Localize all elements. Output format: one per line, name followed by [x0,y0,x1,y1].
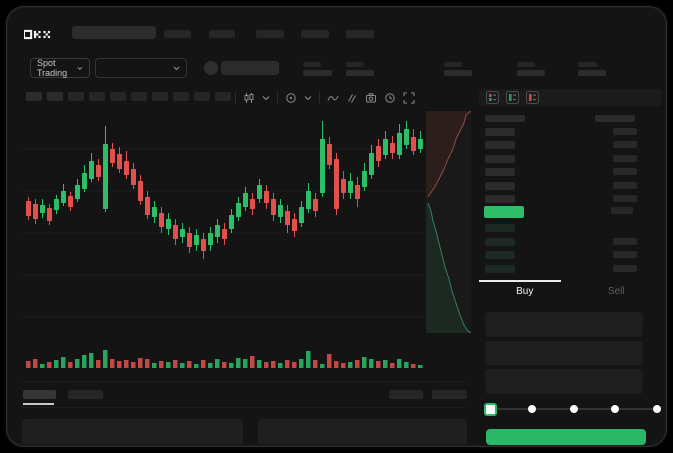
tab-buy[interactable]: Buy [516,286,534,297]
ask-row-amount [613,141,637,148]
camera-icon[interactable] [365,92,377,104]
bottom-tab[interactable] [68,390,103,399]
orderbook-toolbar [479,89,662,106]
chevron-down-icon[interactable] [304,95,312,101]
timeframe-button[interactable] [110,92,126,101]
coin-avatar [204,61,218,75]
timeframe-button[interactable] [173,92,189,101]
ticker-stat-label [303,62,321,67]
slider-stop[interactable] [611,405,619,413]
order-amount-input[interactable] [485,341,643,365]
compare-icon[interactable] [346,92,358,104]
nav-item[interactable] [301,30,329,38]
timeframe-button[interactable] [89,92,105,101]
last-price-amount [611,207,633,214]
ask-row-amount [613,195,637,202]
ask-row-amount [613,168,637,175]
depth-chart [426,111,471,333]
last-price-highlight[interactable] [484,206,524,218]
nav-item[interactable] [209,30,235,38]
divider [21,381,466,382]
market-type-label: Spot Trading [37,58,68,78]
bid-row-amount [613,265,637,272]
bottom-tab-underline [23,403,54,405]
ask-row-price[interactable] [485,155,515,163]
ticker-stat-label [517,62,535,67]
candlestick-chart[interactable] [21,109,426,336]
bid-row-amount [613,251,637,258]
indicator-icon[interactable] [285,92,297,104]
ticker-stat-value [346,70,374,76]
ask-row-price[interactable] [485,195,515,203]
market-type-select[interactable]: Spot Trading [30,58,90,78]
timeframe-button[interactable] [152,92,168,101]
ticker-stat-value [578,70,606,76]
timeframe-button[interactable] [194,92,210,101]
toolbar-divider [319,92,320,103]
search-input[interactable] [72,26,156,39]
bid-row-amount [613,238,637,245]
timeframe-button[interactable] [47,92,63,101]
trendline-icon[interactable] [327,92,339,104]
pair-select[interactable] [95,58,187,78]
ticker-stat-label [578,62,597,67]
nav-item[interactable] [346,30,374,38]
fullscreen-icon[interactable] [403,92,415,104]
ticker-stat-value [517,70,545,76]
ask-row-price[interactable] [485,141,515,149]
candlestick-icon[interactable] [243,92,255,104]
ask-row-price[interactable] [485,168,515,176]
ticker-stat-label [346,62,364,67]
nav-item[interactable] [256,30,284,38]
chevron-down-icon[interactable] [262,95,270,101]
buy-submit-button[interactable] [486,429,646,445]
nav-item[interactable] [164,30,191,38]
toolbar-divider [277,92,278,103]
bid-row-price[interactable] [485,251,515,259]
chevron-down-icon [77,66,83,70]
okx-logo [22,27,51,40]
orderbook-header-price [485,115,525,122]
slider-stop[interactable] [570,405,578,413]
slider-stop[interactable] [484,403,497,416]
bid-row-price[interactable] [485,265,515,273]
order-price-input[interactable] [485,312,643,337]
volume-chart [26,350,423,368]
book-combined-icon[interactable] [486,91,499,104]
history-icon[interactable] [384,92,396,104]
ask-row-price[interactable] [485,182,515,190]
ticker-stat-value [303,70,332,76]
ask-row-price[interactable] [485,128,515,136]
pair-name-placeholder [221,61,279,75]
ask-row-amount [613,128,637,135]
orderbook-header-amount [595,115,635,122]
slider-stop[interactable] [653,405,661,413]
timeframe-button[interactable] [68,92,84,101]
ask-row-amount [613,155,637,162]
book-bids-icon[interactable] [506,91,519,104]
active-tab-indicator [479,280,561,282]
bottom-action[interactable] [389,390,423,399]
timeframe-button[interactable] [131,92,147,101]
divider [21,407,466,408]
bottom-tab-active[interactable] [23,390,56,399]
chevron-down-icon [173,66,180,70]
ticker-stat-value [444,70,472,76]
toolbar-divider [235,92,236,103]
book-asks-icon[interactable] [526,91,539,104]
slider-stop[interactable] [528,405,536,413]
order-total-input[interactable] [485,369,643,394]
timeframe-button[interactable] [26,92,42,101]
bottom-action[interactable] [432,390,467,399]
orders-panel-placeholder [22,419,243,444]
bid-row-price[interactable] [485,238,515,246]
ask-row-amount [613,182,637,189]
amount-slider[interactable] [484,403,661,416]
trading-app-window: Spot Trading [6,6,667,447]
tab-sell[interactable]: Sell [607,286,625,297]
bid-row-price[interactable] [485,224,515,232]
ticker-stat-label [444,62,462,67]
timeframe-button[interactable] [215,92,231,101]
history-panel-placeholder [258,419,467,444]
